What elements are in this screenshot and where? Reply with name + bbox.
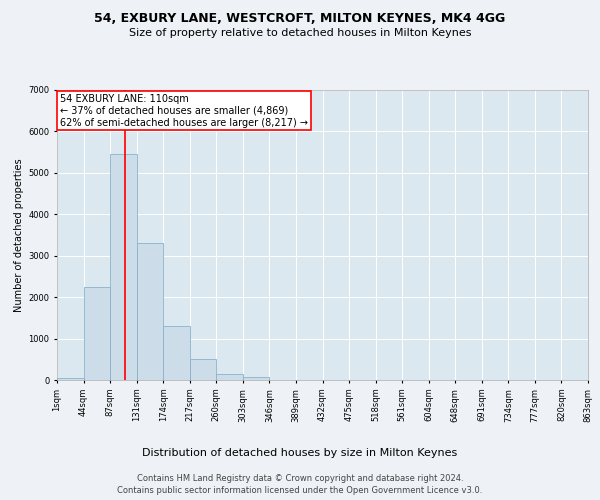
Y-axis label: Number of detached properties: Number of detached properties bbox=[14, 158, 24, 312]
Text: 54 EXBURY LANE: 110sqm
← 37% of detached houses are smaller (4,869)
62% of semi-: 54 EXBURY LANE: 110sqm ← 37% of detached… bbox=[59, 94, 308, 128]
Bar bbox=[217, 374, 243, 380]
Text: Size of property relative to detached houses in Milton Keynes: Size of property relative to detached ho… bbox=[129, 28, 471, 38]
Bar bbox=[110, 154, 137, 380]
Text: Distribution of detached houses by size in Milton Keynes: Distribution of detached houses by size … bbox=[142, 448, 458, 458]
Bar bbox=[137, 244, 163, 380]
Bar bbox=[190, 360, 217, 380]
Bar bbox=[83, 287, 110, 380]
Text: Contains public sector information licensed under the Open Government Licence v3: Contains public sector information licen… bbox=[118, 486, 482, 495]
Text: Contains HM Land Registry data © Crown copyright and database right 2024.: Contains HM Land Registry data © Crown c… bbox=[137, 474, 463, 483]
Bar bbox=[163, 326, 190, 380]
Bar bbox=[57, 378, 83, 380]
Bar bbox=[243, 376, 269, 380]
Text: 54, EXBURY LANE, WESTCROFT, MILTON KEYNES, MK4 4GG: 54, EXBURY LANE, WESTCROFT, MILTON KEYNE… bbox=[94, 12, 506, 26]
